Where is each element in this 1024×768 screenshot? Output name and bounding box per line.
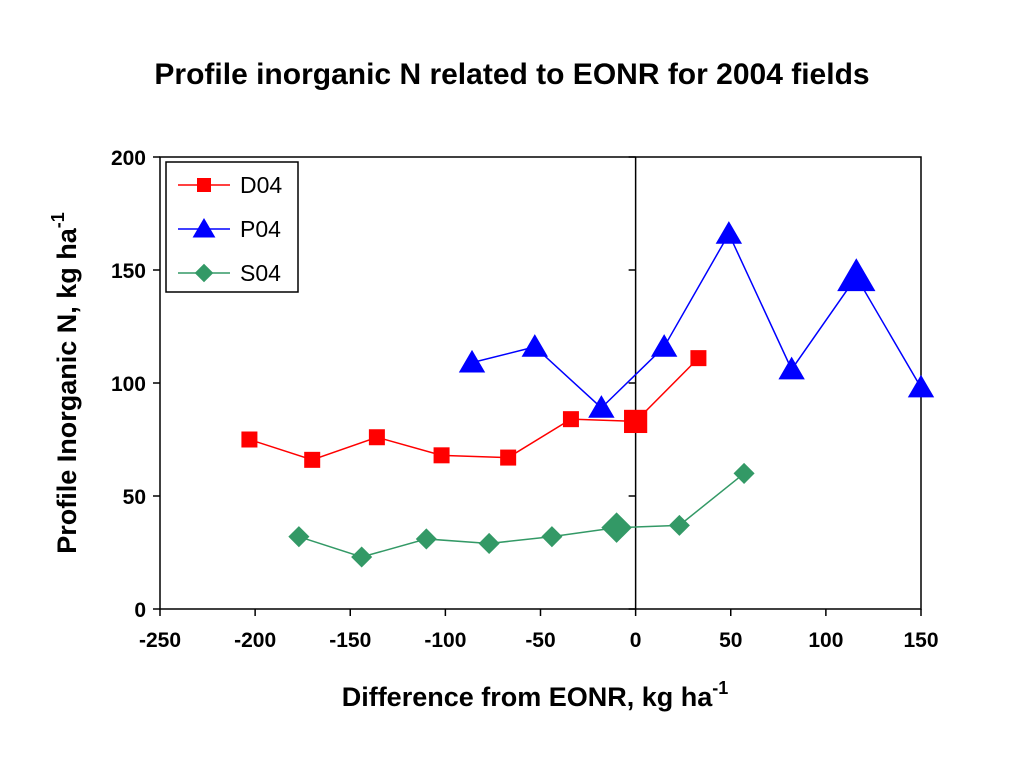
data-point-d04	[304, 451, 321, 468]
data-point-p04	[778, 356, 805, 380]
legend-label-p04: P04	[240, 216, 281, 242]
data-point-d04	[500, 449, 517, 466]
legend-label-d04: D04	[240, 172, 282, 198]
data-point-d04	[433, 447, 450, 464]
chart-title: Profile inorganic N related to EONR for …	[154, 58, 870, 91]
data-point-p04	[715, 221, 743, 244]
x-axis-label-sup: -1	[712, 678, 728, 698]
series-line-s04	[298, 472, 745, 558]
data-point-p04	[458, 349, 486, 373]
data-point-s04	[351, 546, 373, 568]
data-point-p04	[907, 374, 935, 398]
x-axis-label-text: Difference from EONR, kg ha	[342, 682, 714, 712]
data-point-d04	[368, 429, 385, 446]
legend-label-s04: S04	[240, 260, 281, 286]
plot-area: -250 -200 -150 -100 -50 0 50 100 150 0 50 100 150 200	[111, 147, 939, 652]
y-tick-label: 150	[111, 260, 146, 283]
x-tick-label: 100	[808, 629, 843, 652]
y-tick-label: 100	[111, 373, 146, 396]
x-tick-label: 50	[719, 629, 742, 652]
x-tick-label: -100	[424, 629, 466, 652]
y-tick-label: 50	[123, 486, 146, 509]
data-point-s04	[668, 514, 690, 536]
y-axis-label-sup: -1	[48, 212, 68, 228]
x-tick-label: -150	[329, 629, 371, 652]
legend-marker-s04	[194, 263, 214, 283]
series-layer	[241, 221, 935, 568]
series-line-d04	[249, 357, 699, 461]
x-axis-label: Difference from EONR, kg ha-1	[342, 678, 729, 712]
data-point-s04	[478, 532, 500, 554]
data-point-s04	[541, 526, 563, 548]
x-tick-label: -250	[139, 629, 181, 652]
x-tick-label: -50	[525, 629, 555, 652]
axis-labels: Difference from EONR, kg ha-1 Profile In…	[48, 212, 728, 712]
legend: D04 P04 S04	[165, 161, 299, 293]
y-tick-label: 200	[111, 147, 146, 170]
data-point-s04	[601, 512, 632, 543]
data-point-s04	[733, 462, 755, 484]
data-point-d04	[562, 411, 579, 428]
data-point-p04	[837, 258, 876, 292]
series-line-p04	[471, 232, 922, 409]
data-point-s04	[288, 526, 310, 548]
data-point-s04	[415, 528, 437, 550]
data-point-d04	[241, 431, 258, 448]
legend-marker-p04	[192, 217, 216, 238]
y-tick-label: 0	[134, 599, 146, 622]
y-axis-label-text: Profile Inorganic N, kg ha	[52, 227, 82, 554]
x-tick-label: 150	[903, 629, 938, 652]
data-point-d04	[690, 350, 707, 367]
data-point-p04	[650, 334, 678, 357]
y-axis-label: Profile Inorganic N, kg ha-1	[48, 212, 82, 554]
legend-marker-d04	[197, 178, 211, 192]
x-tick-label: 0	[630, 629, 642, 652]
x-tick-label: -200	[234, 629, 276, 652]
legend-box	[165, 161, 299, 293]
data-point-p04	[521, 334, 548, 357]
data-point-d04	[624, 409, 648, 434]
data-point-p04	[588, 395, 615, 418]
